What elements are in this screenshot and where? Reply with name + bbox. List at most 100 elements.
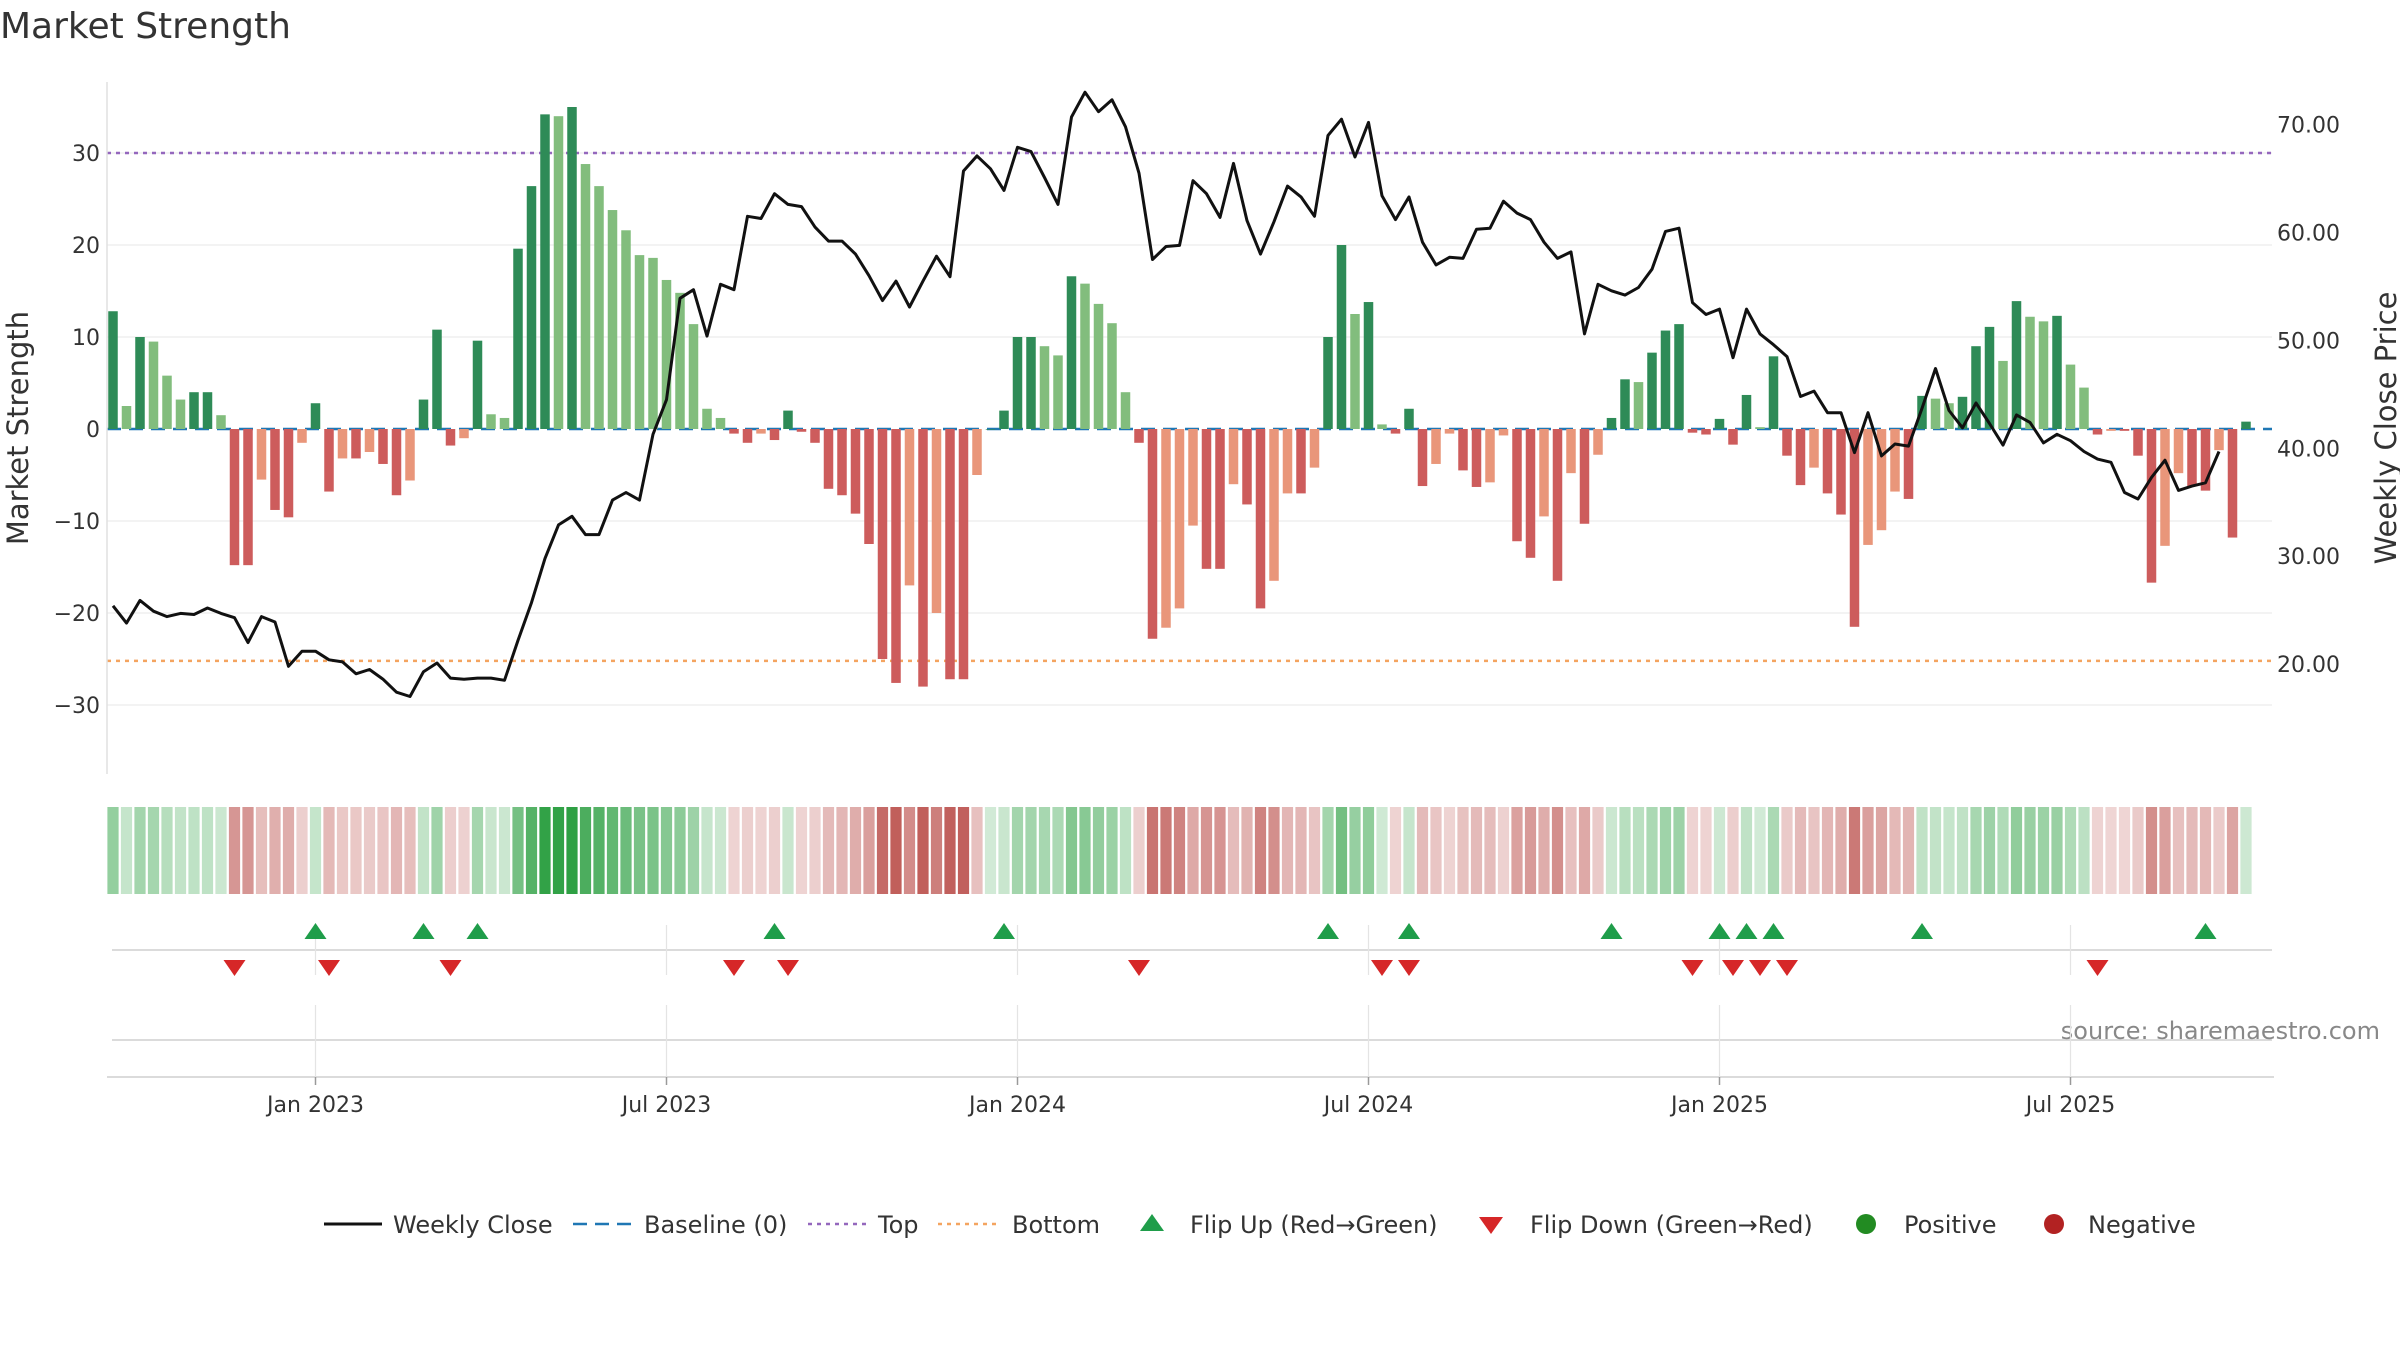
flip-down-marker [1776,960,1798,976]
right-tick-label: 30.00 [2277,545,2340,570]
weekly-close-series [111,90,2221,698]
strength-bar [1539,429,1549,517]
strength-bar [999,410,1009,429]
heat-cell [1551,807,1564,894]
heat-cell [269,807,281,894]
heat-cell [2118,807,2131,894]
strength-bar [756,429,766,434]
strength-bar [1134,429,1144,443]
heat-cell [1916,807,1928,894]
legend-item-top: Top [808,1211,919,1239]
axes: Market Strength Weekly Close Price [1,82,2400,774]
heat-cell [1740,807,1753,894]
strength-bar [445,429,456,446]
strength-bar [2187,429,2197,487]
strength-bar [1633,382,1644,429]
flip-down-marker [1722,960,1744,976]
heat-cell [647,807,659,894]
flip-down-marker [777,960,799,976]
strength-bar [1350,314,1360,429]
heat-cell [2240,807,2252,894]
strength-bar [1323,337,1333,429]
legend-item-bottom: Bottom [938,1211,1100,1239]
strength-bar [364,429,375,452]
strength-bar [1377,424,1387,429]
flip-up-marker [1600,923,1623,939]
heat-cell [1565,807,1577,894]
strength-bar [2052,315,2062,429]
legend-item-negative: Negative [2044,1211,2196,1239]
strength-bar [1849,429,1860,627]
heat-cell [1605,807,1618,894]
flip-up-marker [1317,923,1339,939]
heat-cell [2051,807,2063,894]
left-tick-labels: 30 20 10 0 −10 −20 −30 [54,142,100,719]
strength-bar [310,403,321,429]
heat-cell [701,807,713,894]
strength-bar [1161,429,1171,628]
strength-bar [1026,337,1036,429]
heat-cell [174,807,187,894]
heat-cell [1160,807,1172,894]
strength-bar [648,257,658,429]
heat-cell [228,807,241,894]
heat-cell [1025,807,1037,894]
legend-label: Top [877,1211,919,1239]
heat-cell [471,807,484,894]
flip-down-marker [2086,960,2109,976]
heat-cell [161,807,173,894]
strength-bar [432,329,442,429]
heat-cell [390,807,403,894]
heat-cell [1956,807,1969,894]
strength-bar [499,417,510,429]
strength-bar [526,186,537,429]
heat-cell [404,807,416,894]
right-tick-labels: 70.00 60.00 50.00 40.00 30.00 20.00 [2277,114,2340,678]
heat-cell [188,807,200,894]
heat-cell [309,807,322,894]
strength-bar [175,399,186,429]
left-axis-label: Market Strength [1,311,35,545]
heat-cell [782,807,794,894]
strength-bar [1890,429,1900,492]
legend-label: Flip Up (Red→Green) [1190,1211,1438,1239]
strength-bar [1363,302,1374,429]
chart-title: Market Strength [0,6,291,47]
heat-cell [1322,807,1334,894]
date-tick-label: Jul 2025 [2024,1093,2116,1118]
heat-cell [2186,807,2198,894]
heat-cell [1092,807,1105,894]
strength-bar [1701,429,1711,435]
date-axis-panel: source: sharemaestro.com [107,1005,2380,1078]
heat-cell [1848,807,1861,894]
strength-bar [2241,421,2251,429]
heat-cell [687,807,700,894]
strength-bar [1620,379,1630,429]
strength-bar [1066,276,1077,429]
heat-cell [984,807,997,894]
strength-bar [1498,429,1509,436]
strength-bar [1593,429,1603,455]
flip-down-marker [223,960,246,976]
heat-cell [242,807,254,894]
strength-bar [837,429,847,496]
strength-bar [1606,417,1617,429]
strength-bar [1741,394,1752,429]
strength-bar [1296,429,1306,494]
strength-bar [405,429,415,481]
strength-bar [688,324,699,429]
heat-cell [917,807,929,894]
heat-cell [741,807,754,894]
heat-cell [431,807,443,894]
strength-bar [202,392,213,429]
legend: Weekly Close Baseline (0) Top Bottom Flip Up… [324,1211,2196,1239]
heat-cell [1011,807,1024,894]
strength-bar [459,429,469,439]
strength-bar [1255,429,1266,609]
heat-cell [1497,807,1510,894]
date-tick-label: Jul 2023 [620,1093,712,1118]
heat-cell [1430,807,1442,894]
heat-cell [1200,807,1213,894]
strength-bar [1863,429,1873,545]
flip-up-marker [1708,923,1731,939]
